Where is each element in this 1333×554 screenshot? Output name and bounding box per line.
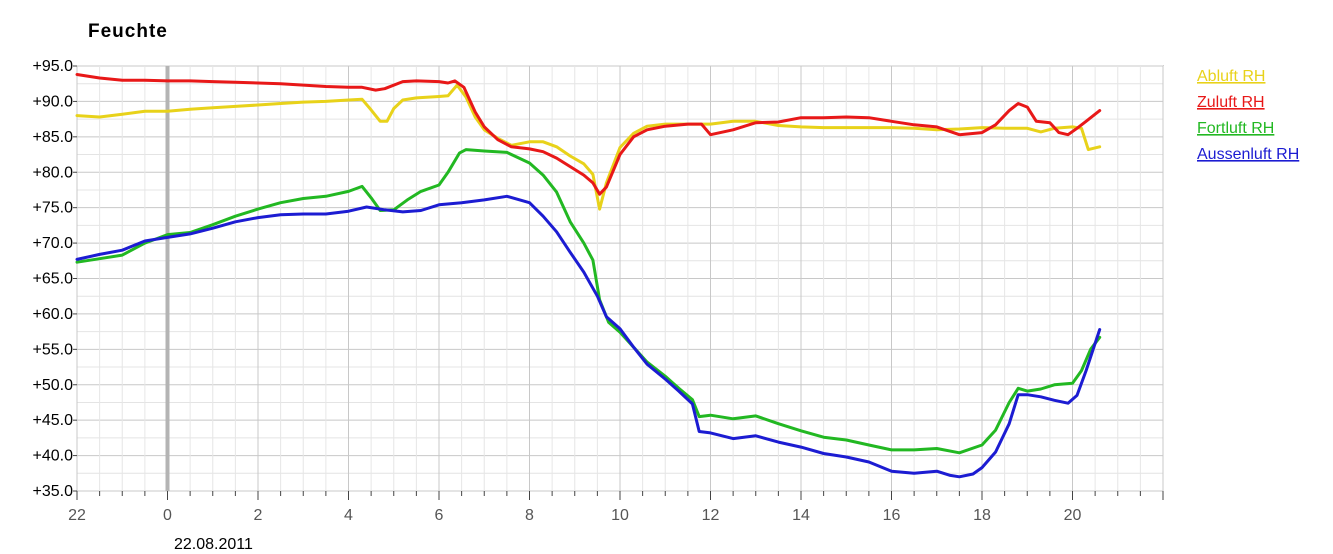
x-tick-label: 8 (525, 507, 534, 524)
series-line-aussenluft-rh (75, 194, 1102, 479)
legend-item-fortluft-rh[interactable]: Fortluft RH (1197, 120, 1274, 137)
y-tick-label: +65.0 (33, 271, 74, 288)
series-line-zuluft-rh (75, 73, 1102, 196)
date-label: 22.08.2011 (174, 536, 253, 553)
y-tick-label: +80.0 (33, 164, 74, 181)
y-tick-label: +45.0 (33, 412, 74, 429)
chart-title: Feuchte (88, 21, 168, 42)
x-tick-label: 20 (1064, 507, 1082, 524)
x-tick-label: 16 (883, 507, 901, 524)
y-tick-label: +90.0 (33, 93, 74, 110)
series-line-abluft-rh (75, 83, 1102, 211)
x-axis: 22 0 2 4 6 8 10 12 14 16 18 20 (68, 491, 1164, 524)
legend-item-aussenluft-rh[interactable]: Aussenluft RH (1197, 146, 1299, 163)
x-tick-label: 10 (611, 507, 629, 524)
x-tick-label: 12 (702, 507, 720, 524)
x-tick-label: 6 (435, 507, 444, 524)
y-axis: +35.0 +40.0 +45.0 +50.0 +55.0 +60.0 +65.0 +70.0… (33, 58, 77, 500)
y-tick-label: +40.0 (33, 448, 74, 465)
y-tick-label: +85.0 (33, 129, 74, 146)
legend-item-zuluft-rh[interactable]: Zuluft RH (1197, 94, 1265, 111)
legend-item-abluft-rh[interactable]: Abluft RH (1197, 68, 1265, 85)
x-tick-label: 22 (68, 507, 86, 524)
y-tick-label: +55.0 (33, 341, 74, 358)
y-tick-label: +70.0 (33, 235, 74, 252)
y-tick-label: +95.0 (33, 58, 74, 75)
legend: Abluft RH Zuluft RH Fortluft RH Aussenluft … (1197, 68, 1299, 163)
series-lines (75, 73, 1102, 479)
y-tick-label: +60.0 (33, 306, 74, 323)
x-tick-label: 18 (973, 507, 991, 524)
y-tick-label: +50.0 (33, 377, 74, 394)
x-tick-label: 2 (254, 507, 263, 524)
x-tick-label: 0 (163, 507, 172, 524)
x-tick-label: 4 (344, 507, 353, 524)
y-tick-label: +75.0 (33, 200, 74, 217)
y-tick-label: +35.0 (33, 483, 74, 500)
x-tick-label: 14 (792, 507, 810, 524)
